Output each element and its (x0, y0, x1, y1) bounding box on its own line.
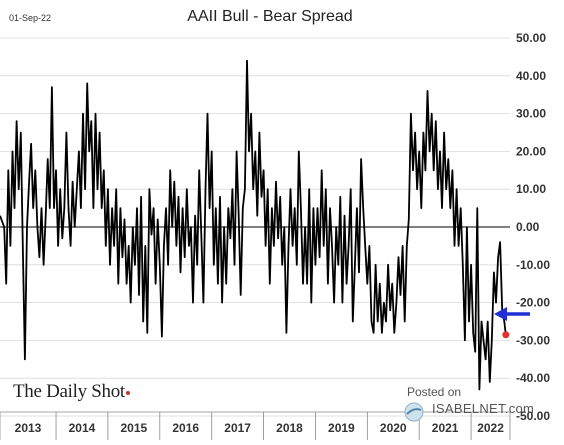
x-tick-label: 2020 (380, 421, 407, 435)
y-tick-label: 10.00 (516, 182, 546, 196)
y-tick-label: 50.00 (516, 31, 546, 45)
arrow-icon (494, 306, 530, 321)
x-tick-label: 2019 (328, 421, 355, 435)
x-tick-label: 2017 (224, 421, 251, 435)
daily-shot-logo-text: The Daily Shot (13, 381, 125, 402)
x-tick-label: 2015 (121, 421, 148, 435)
y-tick-label: 0.00 (516, 220, 540, 234)
logo-dot-icon (125, 391, 130, 395)
x-tick-label: 2014 (69, 421, 96, 435)
grid (0, 37, 510, 417)
y-tick-label: -30.00 (516, 333, 550, 347)
y-tick-label: -40.00 (516, 371, 550, 385)
y-tick-label: -10.00 (516, 258, 550, 272)
daily-shot-logo: The Daily Shot (13, 381, 130, 403)
arrow-head (494, 306, 507, 321)
x-tick-label: 2021 (432, 421, 459, 435)
y-tick-label: -20.00 (516, 296, 550, 310)
last-point (502, 331, 510, 339)
y-tick-label: -50.00 (516, 409, 550, 423)
x-tick-label: 2013 (15, 421, 42, 435)
x-tick-label: 2022 (477, 421, 504, 435)
y-tick-label: 40.00 (516, 69, 546, 83)
x-tick-label: 2018 (276, 421, 303, 435)
posted-on-label: Posted on (407, 385, 462, 399)
chart-date: 01-Sep-22 (9, 13, 51, 23)
isabelnet-site: ISABELNET.com (432, 401, 535, 416)
y-tick-label: 30.00 (516, 107, 546, 121)
x-axis: 2013 2014 2015 2016 2017 2018 2019 2020 2021 2022 (0, 411, 511, 440)
chart-title: AAII Bull - Bear Spread (187, 8, 352, 25)
series-line (0, 59, 507, 391)
y-axis: 50.00 40.00 30.00 20.00 10.00 0.00 -10.00 -20.0… (516, 31, 550, 423)
x-tick-label: 2016 (172, 421, 199, 435)
y-tick-label: 20.00 (516, 144, 546, 158)
isabelnet-globe-icon (404, 402, 424, 422)
